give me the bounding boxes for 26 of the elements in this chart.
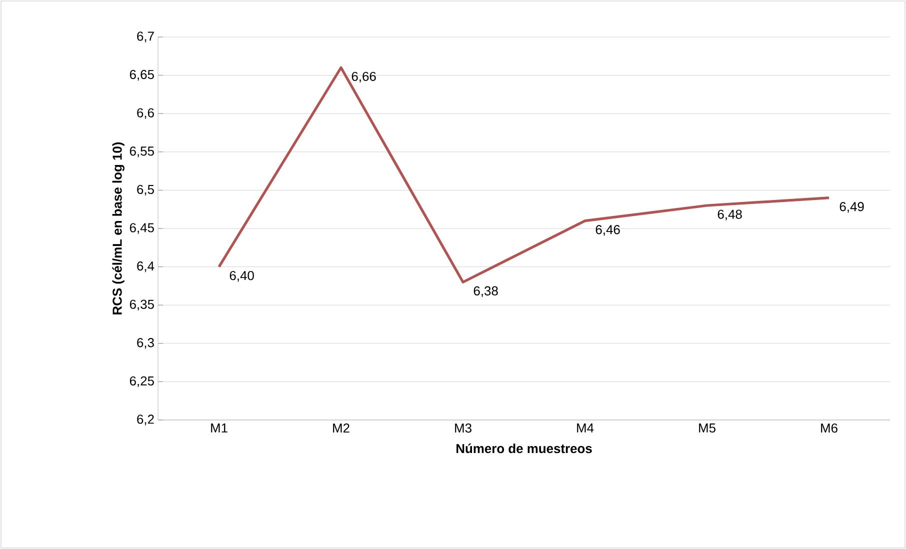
data-label: 6,49 <box>840 202 864 213</box>
data-label: 6,66 <box>352 72 376 83</box>
x-tick-label: M3 <box>455 424 472 433</box>
y-tick-label: 6,55 <box>130 146 154 158</box>
line-series <box>218 66 830 284</box>
y-tick-label: 6,25 <box>130 376 154 388</box>
x-tick-label: M5 <box>699 424 716 433</box>
y-tick-label: 6,7 <box>137 32 154 42</box>
x-axis-title: Número de muestreos <box>456 444 592 454</box>
y-tick-label: 6,35 <box>130 300 154 310</box>
x-tick-label: M2 <box>333 424 350 433</box>
data-label: 6,38 <box>474 286 498 298</box>
y-tick-label: 6,4 <box>137 261 154 272</box>
y-tick-label: 6,5 <box>137 184 154 196</box>
data-label: 6,40 <box>230 270 254 282</box>
y-tick-label: 6,45 <box>130 223 154 234</box>
x-tick-label: M4 <box>577 424 594 432</box>
y-tick-label: 6,65 <box>130 70 154 81</box>
x-tick-label: M6 <box>821 424 838 433</box>
x-tick-label: M1 <box>211 424 228 432</box>
y-axis-title: RCS (cél/mL en base log 10) <box>112 142 124 314</box>
y-tick-label: 6,6 <box>137 108 154 119</box>
data-label: 6,46 <box>596 225 620 236</box>
data-label: 6,48 <box>718 210 742 220</box>
y-tick-label: 6,2 <box>137 414 154 426</box>
y-tick-label: 6,3 <box>137 338 154 349</box>
